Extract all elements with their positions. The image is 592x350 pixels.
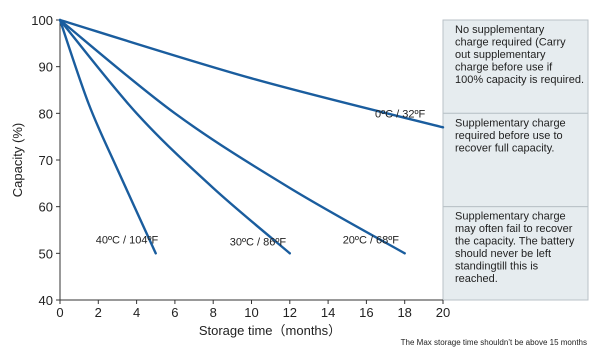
x-tick-label: 6: [171, 305, 178, 320]
zone-text-line: reached.: [455, 273, 498, 285]
x-tick-label: 18: [397, 305, 411, 320]
y-tick-label: 90: [39, 60, 53, 75]
series-labels: 0ºC / 32ºF 20ºC / 68ºF 30ºC / 86ºF 40ºC / 1…: [96, 108, 426, 248]
x-tick-label: 20: [436, 305, 450, 320]
x-tick-label: 12: [283, 305, 297, 320]
storage-note: The Max storage time shouldn’t be above …: [401, 338, 587, 347]
axes: [59, 20, 443, 301]
x-tick-label: 14: [321, 305, 335, 320]
series-label-1: 0ºC / 32ºF: [375, 108, 426, 120]
series-label-4: 40ºC / 104ºF: [96, 234, 159, 246]
series-line-1: [58, 18, 445, 129]
zone-text-line: No supplementary: [455, 24, 545, 36]
zone-box-1: [442, 19, 589, 114]
x-tick-label: 0: [56, 305, 63, 320]
x-axis-title: Storage time（months）: [199, 323, 341, 338]
x-tick-label: 2: [95, 305, 102, 320]
zone-box-3: [442, 206, 589, 301]
zone-text-line: required before use to: [455, 130, 563, 142]
zone-text-line: charge before use if: [455, 62, 553, 74]
zone-text-line: the capacity. The battery: [455, 236, 575, 248]
series-label-2: 20ºC / 68ºF: [343, 234, 400, 246]
x-tick-label: 10: [244, 305, 258, 320]
series-line-2: [58, 18, 406, 255]
zone-box-2: [442, 112, 589, 208]
y-axis-title: Capacity (%): [10, 123, 25, 197]
zone-text-line: may often fail to recover: [455, 223, 573, 235]
series-lines: [58, 18, 445, 255]
y-tick-label: 50: [39, 246, 53, 261]
zone-text-line: recover full capacity.: [455, 142, 554, 154]
y-tick-label: 100: [31, 13, 53, 28]
y-tick-label: 60: [39, 200, 53, 215]
series-label-3: 30ºC / 86ºF: [230, 236, 287, 248]
zone-text-line: standingtill this is: [455, 261, 539, 273]
zone-text-line: Supplementary charge: [455, 117, 566, 129]
zone-text-line: 100% capacity is required.: [455, 74, 584, 86]
series-line-4: [58, 18, 157, 255]
zone-text-line: out supplementary: [455, 49, 546, 61]
zone-panel: No supplementary charge required (Carry ou…: [442, 19, 589, 301]
y-tick-label: 40: [39, 293, 53, 308]
zone-text-line: Supplementary charge: [455, 211, 566, 223]
zone-text-line: charge required (Carry: [455, 37, 566, 49]
zone-text-1: No supplementary charge required (Carry ou…: [455, 24, 584, 86]
x-tick-label: 4: [133, 305, 140, 320]
y-tick-label: 70: [39, 153, 53, 168]
zone-text-3: Supplementary charge may often fail to re…: [455, 211, 575, 286]
zone-text-line: should never be left: [455, 248, 551, 260]
y-tick-label: 80: [39, 106, 53, 121]
y-tick-labels: 40 50 60 70 80 90 100: [31, 13, 60, 308]
x-tick-label: 16: [359, 305, 373, 320]
series-line-3: [58, 18, 291, 255]
zone-text-2: Supplementary charge required before use …: [455, 117, 566, 154]
x-tick-label: 8: [210, 305, 217, 320]
x-tick-labels: 0 2 4 6 8 10 12 14 16 18 20: [56, 300, 450, 320]
